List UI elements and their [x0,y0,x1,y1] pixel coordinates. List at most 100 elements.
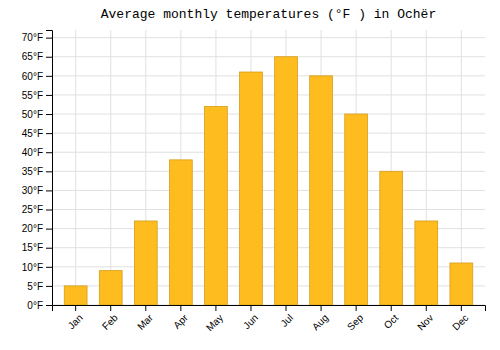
tick-label: Jan [66,312,85,331]
tick-label: 55°F [22,90,43,101]
grid-line [110,30,111,305]
bar [415,221,438,305]
tick-mark [426,305,427,311]
tick-mark [46,114,52,115]
tick: Oct [382,305,401,331]
tick: Mar [135,305,155,332]
tick-mark [46,171,52,172]
tick: 35°F [22,166,52,177]
tick: Nov [415,305,435,332]
tick-label: Oct [382,312,401,331]
tick: Jan [66,305,85,331]
tick-mark [46,210,52,211]
tick-mark [75,305,76,311]
tick-label: 0°F [27,300,43,311]
bar [380,171,403,305]
bar [275,57,298,305]
bar [450,263,473,305]
tick-label: 45°F [22,128,43,139]
tick-label: May [204,312,225,333]
tick-label: 50°F [22,109,43,120]
tick-label: 70°F [22,32,43,43]
tick: May [204,305,225,333]
tick: 5°F [27,281,52,292]
tick-mark [286,305,287,311]
tick: 30°F [22,185,52,196]
grid-line [52,171,485,172]
title: Average monthly temperatures (°F ) in Oc… [101,7,436,22]
tick-label: 5°F [27,281,43,292]
bar [99,271,122,305]
bar [64,286,87,305]
tick-mark [46,57,52,58]
tick: 40°F [22,147,52,158]
tick-mark [46,152,52,153]
axis-line [46,31,53,306]
grid-line [52,56,485,57]
tick-label: 30°F [22,185,43,196]
axis-line [53,306,486,312]
bar [205,106,228,305]
grid-line [52,114,485,115]
tick-mark [46,229,52,230]
tick: 15°F [22,242,52,253]
tick: Feb [100,305,120,332]
tick-label: 25°F [22,204,43,215]
tick: Apr [171,305,190,331]
grid-line [52,94,485,95]
bar [345,114,368,305]
tick: 70°F [22,32,52,43]
tick-label: Jul [278,312,295,329]
tick-mark [321,305,322,311]
tick-label: Apr [171,312,190,331]
tick: 20°F [22,223,52,234]
bar [310,76,333,305]
tick-mark [356,305,357,311]
tick-mark [46,190,52,191]
tick: 45°F [22,128,52,139]
tick: 60°F [22,71,52,82]
grid-line [52,152,485,153]
tick-label: 40°F [22,147,43,158]
bar [240,72,263,305]
tick-mark [180,305,181,311]
tick: Aug [310,305,330,332]
tick-label: Aug [310,312,330,332]
tick: 50°F [22,109,52,120]
tick-mark [145,305,146,311]
tick-label: 10°F [22,262,43,273]
tick-label: Dec [450,312,470,332]
tick-mark [46,305,52,306]
tick-mark [46,76,52,77]
tick-mark [110,305,111,311]
tick-label: 15°F [22,242,43,253]
tick-mark [46,286,52,287]
grid-line [52,209,485,210]
grid-line [52,75,485,76]
tick: 10°F [22,262,52,273]
tick: Jun [241,305,260,331]
grid-line [75,30,76,305]
tick: Dec [450,305,470,332]
tick-label: Sep [345,312,366,333]
tick-mark [46,38,52,39]
tick: 55°F [22,90,52,101]
tick-mark [46,248,52,249]
tick-mark [46,133,52,134]
tick-mark [46,267,52,268]
chart: 0°F 5°F 10°F 15°F 20°F 25°F 30°F 35°F 40°F 45°F 50… [0,0,500,350]
tick: Jul [278,305,295,329]
grid-line [52,37,485,38]
tick: 0°F [27,300,52,311]
tick-label: 65°F [22,51,43,62]
grid-line [52,133,485,134]
tick-mark [215,305,216,311]
tick-label: 20°F [22,223,43,234]
tick-label: 35°F [22,166,43,177]
bar [134,221,157,305]
tick-mark [391,305,392,311]
tick-label: Mar [135,312,155,332]
tick-label: 60°F [22,71,43,82]
tick: 25°F [22,204,52,215]
tick: 65°F [22,51,52,62]
